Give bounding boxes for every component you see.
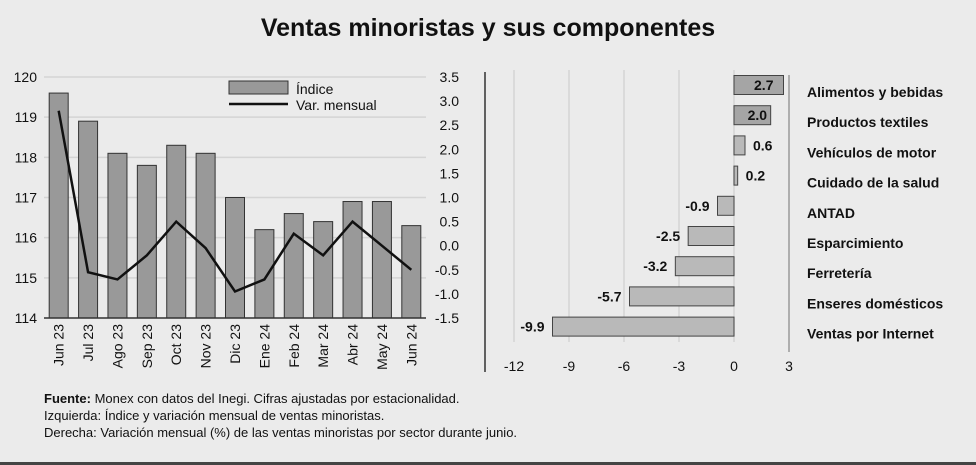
index-bar bbox=[78, 120, 99, 319]
x-axis-tick: Feb 24 bbox=[286, 324, 302, 368]
footnotes: Fuente: Monex con datos del Inegi. Cifra… bbox=[44, 390, 517, 441]
left-chart: 114 115 116 117 118 119 120 -1.5 -1.0 -0.5 0.0 0.5 1… bbox=[14, 69, 460, 370]
category-label: Ventas por Internet bbox=[807, 326, 934, 342]
x-axis-tick: May 24 bbox=[374, 324, 390, 370]
legend-label-var: Var. mensual bbox=[296, 97, 377, 113]
source-note: Fuente: Monex con datos del Inegi. Cifra… bbox=[44, 390, 517, 407]
bottom-rule bbox=[0, 462, 976, 465]
right-axis-tick: 3.0 bbox=[440, 93, 460, 109]
sector-bar bbox=[629, 286, 735, 307]
value-label: 2.0 bbox=[748, 107, 768, 123]
sector-bar bbox=[687, 226, 735, 246]
category-label: Enseres domésticos bbox=[807, 295, 943, 311]
left-note: Izquierda: Índice y variación mensual de… bbox=[44, 408, 385, 423]
source-label: Fuente: bbox=[44, 391, 91, 406]
right-axis-tick: 1.5 bbox=[440, 165, 460, 181]
value-label: -0.9 bbox=[685, 198, 709, 214]
x-axis-tick: -6 bbox=[618, 358, 631, 374]
category-label: Productos textiles bbox=[807, 114, 929, 130]
index-bar bbox=[107, 152, 128, 319]
x-axis-tick: 3 bbox=[785, 358, 793, 374]
x-axis-tick: -3 bbox=[673, 358, 686, 374]
x-axis-tick: Jul 23 bbox=[80, 324, 96, 362]
sector-bar bbox=[552, 316, 735, 337]
x-axis-tick: 0 bbox=[730, 358, 738, 374]
right-axis-tick: 2.5 bbox=[440, 117, 460, 133]
legend-label-index: Índice bbox=[296, 81, 334, 97]
index-bar bbox=[313, 221, 334, 319]
x-axis-tick: Mar 24 bbox=[315, 324, 331, 368]
sector-bar bbox=[733, 165, 739, 186]
x-axis-tick: Jun 23 bbox=[51, 324, 67, 366]
index-bar bbox=[225, 197, 245, 319]
sector-bar bbox=[733, 75, 784, 95]
x-axis-tick: Jun 24 bbox=[403, 324, 419, 366]
category-label: Esparcimiento bbox=[807, 235, 903, 251]
value-label: 2.7 bbox=[754, 77, 774, 93]
value-label: -9.9 bbox=[520, 319, 544, 335]
value-label: -2.5 bbox=[656, 228, 680, 244]
right-axis-tick: -0.5 bbox=[435, 262, 459, 278]
index-bar bbox=[342, 201, 363, 319]
source-text: Monex con datos del Inegi. Cifras ajusta… bbox=[90, 391, 460, 406]
x-axis-tick: -12 bbox=[504, 358, 524, 374]
right-axis-tick: -1.0 bbox=[435, 286, 459, 302]
index-bar bbox=[254, 229, 275, 319]
x-axis-tick: Ene 24 bbox=[256, 324, 272, 369]
sector-bar bbox=[674, 256, 735, 277]
monthly-change-line bbox=[57, 110, 413, 294]
category-label: Vehículos de motor bbox=[807, 144, 937, 160]
right-axis-tick: 0.0 bbox=[440, 238, 460, 254]
left-axis-tick: 117 bbox=[15, 190, 38, 206]
index-bar bbox=[136, 164, 157, 319]
value-label: 0.2 bbox=[746, 168, 766, 184]
x-axis-tick: Ago 23 bbox=[109, 324, 125, 369]
index-bar bbox=[401, 225, 422, 319]
left-axis-tick: 120 bbox=[14, 69, 38, 85]
x-axis-tick: Nov 23 bbox=[198, 324, 214, 369]
right-note: Derecha: Variación mensual (%) de las ve… bbox=[44, 425, 518, 440]
category-label: Ferretería bbox=[807, 265, 872, 281]
sector-bar bbox=[717, 195, 735, 216]
x-axis-tick: -9 bbox=[563, 358, 576, 374]
chart-title: Ventas minoristas y sus componentes bbox=[260, 14, 716, 42]
sector-bar bbox=[733, 135, 746, 156]
right-axis-tick: 0.5 bbox=[440, 214, 460, 230]
x-axis-tick: Dic 23 bbox=[227, 324, 243, 364]
right-axis-tick: 3.5 bbox=[440, 69, 460, 85]
right-axis-tick: 2.0 bbox=[440, 141, 460, 157]
value-label: 0.6 bbox=[753, 137, 773, 153]
x-axis-tick: Oct 23 bbox=[168, 324, 184, 365]
value-label: -5.7 bbox=[597, 288, 621, 304]
right-axis-tick: -1.5 bbox=[435, 310, 459, 326]
index-bar bbox=[166, 144, 187, 319]
right-axis-tick: 1.0 bbox=[440, 190, 460, 206]
index-bar bbox=[283, 213, 304, 319]
value-label: -3.2 bbox=[643, 258, 667, 274]
category-label: Alimentos y bebidas bbox=[807, 84, 943, 100]
right-chart: -12 -9 -6 -3 0 3 2.7 Alimentos y bebidas 2.0 Prod… bbox=[484, 70, 943, 374]
left-axis-tick: 114 bbox=[15, 310, 38, 326]
index-bar bbox=[48, 92, 69, 319]
index-bar bbox=[371, 201, 392, 319]
x-axis-tick: Abr 24 bbox=[345, 324, 361, 365]
category-label: ANTAD bbox=[807, 205, 855, 221]
left-axis-tick: 116 bbox=[15, 230, 38, 246]
category-label: Cuidado de la salud bbox=[807, 175, 939, 191]
left-axis-tick: 119 bbox=[15, 109, 38, 125]
legend-bar-swatch bbox=[228, 80, 289, 95]
left-axis-tick: 118 bbox=[15, 149, 38, 165]
x-axis-tick: Sep 23 bbox=[139, 324, 155, 369]
sector-bar bbox=[733, 105, 772, 126]
left-axis-tick: 115 bbox=[15, 270, 38, 286]
index-bar bbox=[195, 152, 216, 319]
